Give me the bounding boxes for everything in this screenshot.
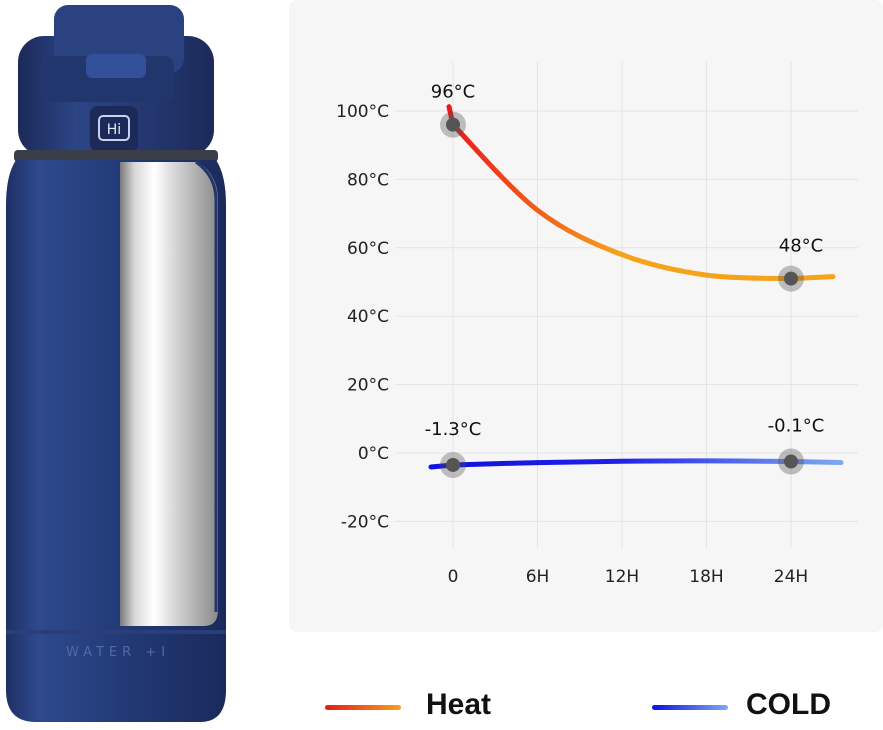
series-line-heat [446, 104, 836, 282]
x-tick-label: 12H [605, 567, 639, 587]
data-label: 96°C [431, 82, 475, 103]
y-tick-label: 40°C [347, 307, 389, 327]
bottle-brand-text: WATER +I [66, 645, 170, 660]
y-tick-label: 80°C [347, 170, 389, 190]
legend-swatch-cold [652, 705, 728, 710]
data-point [446, 117, 460, 132]
data-point [784, 454, 798, 469]
x-tick-label: 6H [526, 567, 550, 587]
y-tick-label: 100°C [336, 102, 389, 122]
data-label: -0.1°C [768, 416, 825, 437]
bottle-steel-cutaway [120, 162, 218, 626]
data-point [784, 271, 798, 286]
lid-badge-text: Hi [107, 122, 121, 138]
x-tick-label: 0 [448, 567, 459, 587]
x-axis-ticks: 0 6H 12H 18H 24H [448, 567, 809, 587]
bottle-image: Hi WATER +I [6, 5, 226, 722]
series-line-cold [428, 458, 844, 470]
data-point [446, 457, 460, 472]
legend-swatch-heat [325, 705, 401, 710]
x-tick-label: 24H [774, 567, 808, 587]
y-tick-label: 20°C [347, 376, 389, 396]
data-label: -1.3°C [425, 419, 482, 440]
y-tick-label: -20°C [341, 512, 389, 532]
chart-series [428, 104, 844, 470]
y-tick-label: 60°C [347, 239, 389, 259]
chart-markers: 96°C 48°C -1.3°C -0.1°C [425, 82, 825, 478]
legend-label-heat: Heat [426, 688, 492, 721]
y-tick-label: 0°C [358, 444, 389, 464]
legend-label-cold: COLD [746, 688, 831, 721]
y-axis-ticks: 100°C 80°C 60°C 40°C 20°C 0°C -20°C [336, 102, 389, 532]
data-label: 48°C [779, 236, 823, 257]
x-tick-label: 18H [689, 567, 723, 587]
